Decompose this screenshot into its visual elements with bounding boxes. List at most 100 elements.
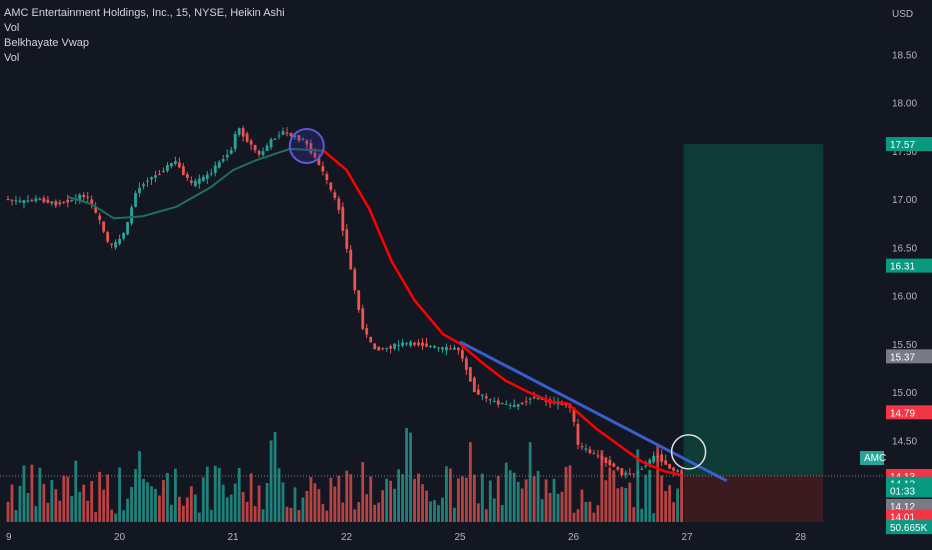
candle-body: [249, 140, 253, 145]
volume-bar: [38, 467, 42, 522]
candle-body: [361, 308, 365, 329]
candle-body: [193, 180, 197, 187]
trend-line[interactable]: [459, 340, 728, 483]
candle-body: [676, 470, 680, 472]
volume-bar: [536, 470, 540, 522]
volume-bar: [357, 502, 361, 522]
price-tick: 17.00: [892, 195, 917, 206]
legend-title[interactable]: AMC Entertainment Holdings, Inc., 15, NY…: [4, 7, 285, 19]
volume-bar: [269, 440, 273, 522]
candle-body: [50, 201, 54, 204]
volume-bar: [34, 506, 38, 522]
candle-body: [373, 343, 377, 350]
candle-body: [225, 154, 229, 158]
candle-body: [636, 471, 640, 474]
candle-body: [22, 200, 26, 204]
candle-body: [449, 348, 452, 350]
candle-body: [277, 135, 281, 137]
volume-bar: [245, 501, 249, 522]
marker-circle: [670, 434, 707, 470]
volume-bar: [572, 512, 576, 522]
volume-bar: [389, 480, 393, 522]
legend-volume[interactable]: Vol: [4, 22, 20, 34]
candle-body: [217, 161, 221, 168]
price-badge-text: 14.12: [890, 502, 915, 513]
volume-bar: [62, 475, 66, 522]
volume-bar: [150, 486, 153, 522]
price-tick: 18.50: [892, 50, 917, 61]
volume-bar: [26, 493, 30, 522]
volume-bar: [496, 475, 500, 522]
candle-body: [496, 400, 500, 405]
candle-body: [345, 229, 349, 249]
candle-body: [592, 453, 596, 455]
time-axis[interactable]: 9 20 21 22 25 26 27 28: [6, 532, 806, 543]
candle-body: [500, 403, 504, 405]
candle-body: [504, 403, 508, 405]
loss-zone: [683, 475, 824, 522]
volume-bar: [464, 477, 468, 522]
candle-body: [612, 463, 616, 467]
volume-bar: [162, 480, 165, 522]
time-tick: 28: [795, 532, 807, 543]
volume-bar: [476, 503, 480, 522]
candle-body: [680, 472, 683, 474]
candle-body: [134, 193, 137, 207]
price-badge-text: 15.37: [890, 352, 915, 363]
volume-bar: [516, 481, 520, 522]
candle-body: [54, 201, 58, 206]
legend-volume-2[interactable]: Vol: [4, 52, 20, 64]
candle-body: [584, 448, 588, 450]
candle-body: [118, 238, 121, 244]
volume-bar: [289, 507, 293, 522]
candle-body: [385, 347, 389, 349]
candle-body: [114, 242, 118, 248]
price-badge: [886, 137, 932, 152]
candle-body: [66, 199, 70, 203]
volume-bar: [596, 505, 600, 522]
candle-body: [293, 135, 297, 137]
price-axis-bg: [885, 0, 932, 550]
volume-bar: [600, 450, 604, 522]
candle-body: [289, 132, 293, 137]
candle-body: [349, 249, 353, 270]
candle-body: [177, 162, 181, 168]
volume-bar: [265, 483, 269, 522]
candle-body: [377, 346, 381, 351]
volume-bar: [142, 478, 145, 522]
candle-body: [540, 398, 544, 400]
candle-body: [409, 341, 412, 346]
candle-body: [341, 206, 345, 231]
volume-bar: [293, 487, 297, 522]
candle-body: [596, 455, 600, 457]
volume-bar: [405, 427, 408, 522]
volume-bar: [126, 498, 129, 522]
price-tick: 16.50: [892, 243, 917, 254]
volume-bar: [58, 500, 62, 522]
volume-bar: [616, 488, 620, 522]
volume-bar: [640, 508, 644, 522]
candle-body: [317, 158, 321, 165]
volume-bar: [201, 477, 205, 522]
volume-bar: [373, 504, 377, 522]
volume-bar: [102, 489, 106, 522]
volume-bar: [14, 510, 18, 522]
candle-body: [393, 343, 397, 349]
volume-bar: [568, 465, 572, 522]
candle-body: [58, 202, 62, 204]
volume-bar: [82, 484, 86, 522]
candle-body: [413, 342, 416, 345]
volume-bar: [668, 485, 672, 522]
candle-body: [42, 198, 46, 203]
volume-bar: [656, 445, 660, 522]
candle-body: [46, 199, 50, 203]
time-tick: 9: [6, 532, 12, 543]
volume-bar: [552, 478, 556, 522]
volume-bar: [377, 502, 381, 522]
legend-vwap[interactable]: Belkhayate Vwap: [4, 37, 89, 49]
volume-bar: [86, 500, 90, 522]
candle-body: [516, 404, 520, 407]
volume-bar: [249, 473, 253, 522]
volume-bar: [520, 488, 524, 522]
